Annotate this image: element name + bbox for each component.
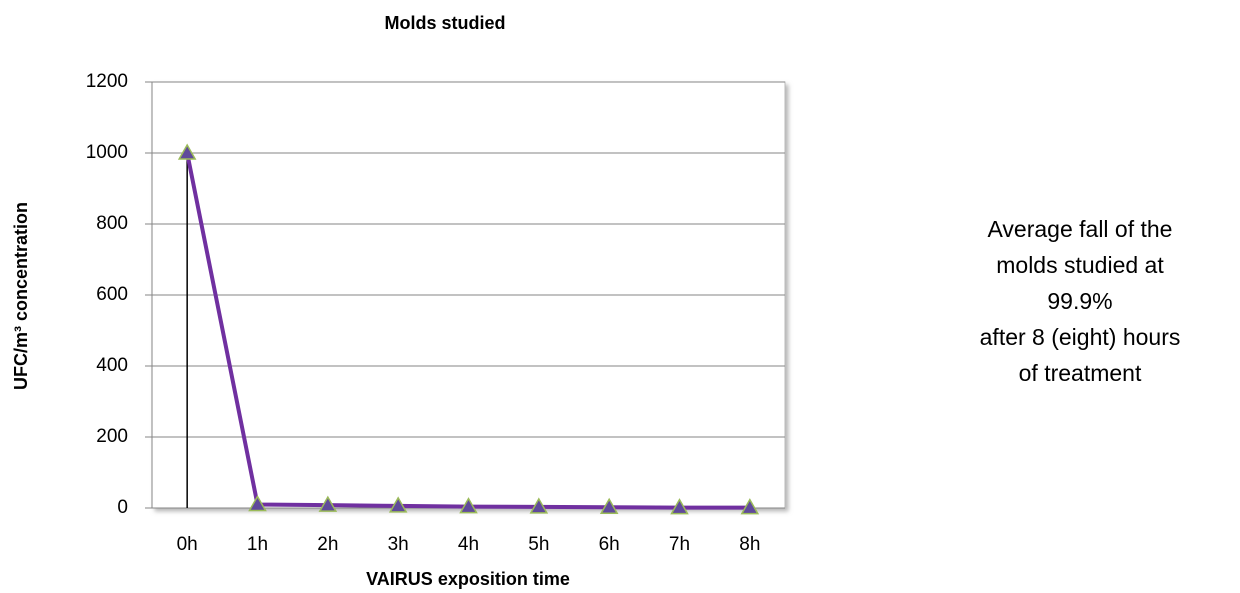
marker [177,143,197,160]
y-tick-label: 600 [96,284,128,305]
annotation-line: 99.9% [1047,288,1112,314]
x-tick-label: 8h [739,534,760,555]
marker [388,496,408,513]
x-tick-label: 5h [528,534,549,555]
marker [318,495,338,512]
y-tick-label: 800 [96,213,128,234]
marker [670,498,689,515]
x-tick-label: 3h [388,534,409,555]
annotation-line: of treatment [1019,360,1142,386]
marker [599,497,619,515]
x-tick-label: 0h [177,534,198,555]
x-tick-label: 7h [669,534,690,555]
marker [459,497,478,514]
annotation-line: after 8 (eight) hours [980,324,1181,350]
annotation-line: molds studied at [996,252,1164,278]
x-axis-label: VAIRUS exposition time [366,569,570,589]
x-tick-label: 6h [599,534,620,555]
y-tick-label: 400 [96,355,128,376]
y-tick-label: 1000 [86,142,128,163]
annotation-line: Average fall of the [988,216,1173,242]
x-tick-label: 1h [247,534,268,555]
y-axis-label: UFC/m³ concentration [11,202,31,390]
y-tick-label: 1200 [86,71,128,92]
annotation: Average fall of the molds studied at 99.9%… [980,216,1181,386]
x-tick-label: 4h [458,534,479,555]
chart-title: Molds studied [385,13,506,33]
x-tick-label: 2h [317,534,338,555]
marker [740,498,760,515]
marker [248,494,267,512]
y-tick-label: 0 [117,497,128,518]
marker [529,497,549,514]
y-tick-label: 200 [96,426,128,447]
